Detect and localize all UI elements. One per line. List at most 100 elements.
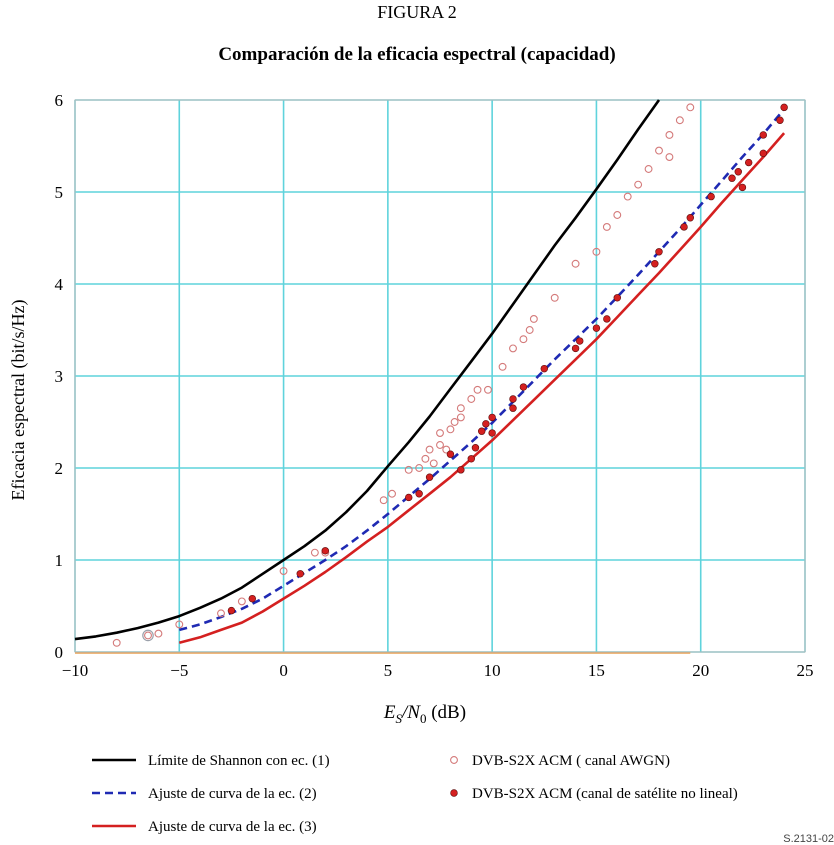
point-satellite-19 bbox=[571, 344, 580, 353]
point-awgn-16 bbox=[436, 441, 444, 449]
y-tick-label-1: 1 bbox=[55, 551, 64, 570]
point-awgn-25 bbox=[484, 385, 492, 394]
point-awgn-28 bbox=[519, 335, 528, 344]
x-axis-label-e: E bbox=[383, 702, 396, 723]
legend-label-1: DVB-S2X ACM ( canal AWGN) bbox=[472, 753, 670, 769]
x-tick-label-2: 0 bbox=[279, 661, 288, 680]
x-tick-label-3: 5 bbox=[384, 661, 393, 680]
y-tick-label-5: 5 bbox=[55, 183, 64, 202]
point-satellite-12 bbox=[482, 420, 490, 428]
x-tick-label-7: 25 bbox=[797, 661, 814, 680]
point-awgn-33 bbox=[592, 247, 601, 256]
point-awgn-1 bbox=[144, 631, 152, 640]
x-axis-label: ES/N0 (dB) bbox=[383, 702, 466, 726]
point-satellite-33 bbox=[759, 149, 767, 158]
x-axis-label-n: /N bbox=[401, 702, 421, 723]
point-awgn-2 bbox=[154, 629, 163, 638]
point-awgn-37 bbox=[634, 180, 643, 189]
point-awgn-5 bbox=[237, 597, 246, 606]
point-awgn-10 bbox=[388, 489, 396, 498]
point-awgn-38 bbox=[644, 165, 653, 173]
x-tick-label-1: −5 bbox=[170, 661, 188, 680]
point-satellite-29 bbox=[728, 174, 736, 182]
series-line-2 bbox=[178, 132, 786, 645]
point-satellite-30 bbox=[734, 168, 742, 176]
point-awgn-40 bbox=[665, 153, 674, 161]
point-awgn-11 bbox=[404, 465, 413, 474]
point-satellite-25 bbox=[655, 248, 663, 256]
point-satellite-13 bbox=[488, 429, 496, 437]
grid bbox=[74, 99, 806, 654]
y-tick-label-0: 0 bbox=[55, 643, 64, 662]
x-axis-label-sub-s: S bbox=[396, 711, 403, 726]
series-line-1 bbox=[178, 108, 786, 632]
point-satellite-27 bbox=[686, 214, 694, 222]
point-awgn-20 bbox=[450, 418, 459, 426]
point-awgn-34 bbox=[602, 223, 611, 231]
point-satellite-0 bbox=[227, 606, 236, 615]
x-tick-label-4: 10 bbox=[484, 661, 501, 680]
point-satellite-18 bbox=[540, 364, 548, 373]
legend: Límite de Shannon con ec. (1) DVB-S2X ACM… bbox=[92, 753, 738, 835]
x-axis-label-unit: (dB) bbox=[426, 702, 466, 723]
point-satellite-34 bbox=[759, 131, 767, 139]
point-awgn-31 bbox=[550, 293, 559, 302]
point-satellite-17 bbox=[519, 383, 528, 391]
y-axis-label: Eficacia espectral (bit/s/Hz) bbox=[8, 300, 29, 501]
point-awgn-3 bbox=[175, 620, 184, 629]
point-awgn-24 bbox=[473, 385, 482, 394]
series-line-0 bbox=[74, 99, 661, 641]
point-satellite-21 bbox=[592, 324, 601, 332]
point-satellite-11 bbox=[478, 427, 486, 435]
point-satellite-24 bbox=[651, 260, 659, 268]
point-satellite-9 bbox=[467, 455, 475, 463]
point-satellite-1 bbox=[248, 594, 256, 603]
point-awgn-27 bbox=[509, 344, 517, 353]
point-awgn-9 bbox=[379, 496, 388, 505]
legend-swatch-1 bbox=[450, 756, 458, 764]
figure-code: S.2131-02 bbox=[783, 833, 834, 845]
point-awgn-29 bbox=[525, 326, 534, 334]
point-awgn-43 bbox=[686, 103, 695, 112]
y-tick-label-3: 3 bbox=[55, 367, 64, 386]
point-awgn-0 bbox=[112, 638, 121, 647]
point-awgn-18 bbox=[442, 445, 451, 454]
point-satellite-4 bbox=[405, 493, 413, 502]
ticks-layer: −10 −5 0 5 10 15 20 25 0 1 2 3 4 5 6 bbox=[55, 91, 814, 680]
point-awgn-30 bbox=[529, 315, 538, 323]
plot-frame bbox=[74, 99, 806, 653]
point-satellite-20 bbox=[576, 337, 584, 345]
x-tick-label-0: −10 bbox=[62, 661, 89, 680]
point-awgn-14 bbox=[425, 445, 434, 454]
chart-title: Comparación de la eficacia espectral (ca… bbox=[218, 44, 616, 65]
point-awgn-21 bbox=[456, 413, 465, 422]
point-awgn-39 bbox=[655, 146, 663, 155]
point-satellite-28 bbox=[707, 192, 715, 201]
point-satellite-3 bbox=[321, 547, 329, 555]
point-satellite-32 bbox=[744, 158, 753, 167]
x-tick-label-6: 20 bbox=[692, 661, 709, 680]
point-satellite-23 bbox=[613, 294, 621, 302]
point-awgn-22 bbox=[456, 404, 465, 413]
point-satellite-16 bbox=[509, 395, 517, 403]
point-awgn-36 bbox=[623, 192, 632, 201]
point-awgn-15 bbox=[429, 459, 438, 468]
y-tick-label-2: 2 bbox=[55, 459, 64, 478]
point-awgn-4 bbox=[217, 609, 225, 618]
point-satellite-15 bbox=[509, 404, 517, 412]
point-satellite-22 bbox=[603, 315, 611, 323]
point-satellite-5 bbox=[415, 490, 423, 498]
legend-label-0: Límite de Shannon con ec. (1) bbox=[148, 753, 330, 769]
point-awgn-35 bbox=[613, 211, 622, 219]
point-satellite-14 bbox=[488, 413, 496, 422]
point-awgn-6 bbox=[279, 567, 288, 575]
x-axis-label-sub-0: 0 bbox=[420, 711, 427, 726]
point-awgn-32 bbox=[571, 259, 580, 268]
legend-swatch-3 bbox=[450, 789, 458, 797]
legend-label-2: Ajuste de curva de la ec. (2) bbox=[148, 786, 317, 802]
point-awgn-19 bbox=[446, 425, 455, 434]
point-satellite-8 bbox=[457, 466, 465, 474]
point-satellite-36 bbox=[780, 103, 788, 112]
series-layer bbox=[74, 99, 788, 647]
